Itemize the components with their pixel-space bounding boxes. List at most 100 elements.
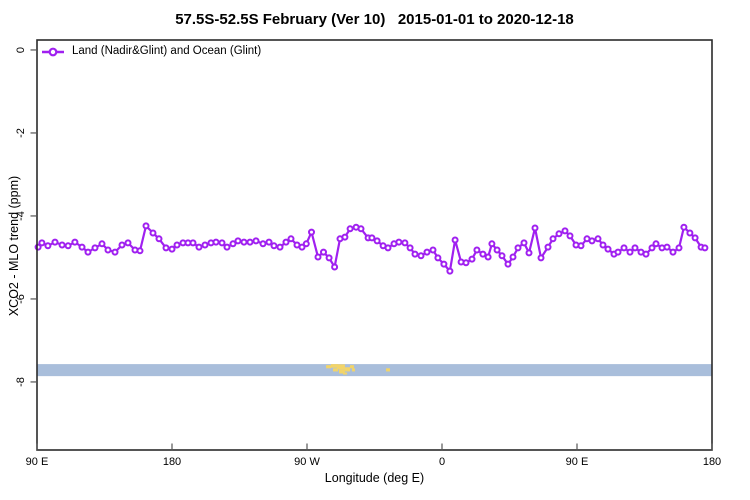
data-point: [234, 237, 242, 245]
data-point: [276, 243, 284, 251]
data-point: [631, 244, 639, 252]
data-point: [423, 248, 431, 256]
data-point: [675, 244, 683, 252]
x-tick-label: 90 E: [25, 456, 49, 468]
data-point: [434, 254, 442, 262]
data-point: [142, 222, 150, 230]
data-point: [252, 237, 260, 245]
data-point: [218, 239, 226, 247]
data-point: [111, 248, 119, 256]
data-point: [91, 244, 99, 252]
data-point: [64, 242, 72, 250]
data-point: [514, 244, 522, 252]
data-point: [680, 223, 688, 231]
data-point: [401, 239, 409, 247]
x-tick-label: 90 W: [294, 456, 320, 468]
data-point: [648, 244, 656, 252]
data-point: [223, 243, 231, 251]
data-point: [320, 248, 327, 256]
data-point: [104, 246, 112, 254]
x-tick-label: 90 E: [565, 456, 589, 468]
land-patch: [338, 369, 345, 374]
data-point: [411, 250, 419, 258]
data-point: [577, 242, 585, 250]
data-point: [417, 252, 425, 260]
data-point: [149, 229, 157, 237]
data-point: [118, 241, 126, 249]
legend-marker-icon: [48, 47, 58, 57]
data-point: [498, 252, 506, 260]
data-point: [537, 254, 545, 262]
data-point: [51, 238, 59, 246]
data-point: [468, 255, 476, 263]
data-point: [246, 238, 254, 246]
land-patch: [326, 365, 331, 369]
data-point: [308, 228, 315, 236]
data-point: [44, 242, 52, 250]
data-point: [652, 240, 660, 248]
data-point: [462, 259, 470, 267]
data-point: [270, 242, 278, 250]
data-point: [473, 246, 481, 254]
data-point: [479, 250, 487, 258]
data-point: [626, 248, 634, 256]
plot-border: [36, 39, 713, 451]
data-point: [71, 238, 79, 246]
data-point: [325, 254, 333, 262]
data-point: [663, 243, 671, 251]
x-tick-label: 180: [162, 456, 182, 468]
data-point: [555, 230, 563, 238]
data-point: [162, 244, 170, 252]
data-point: [549, 235, 557, 243]
data-point: [38, 239, 46, 247]
data-point: [520, 239, 528, 247]
data-point: [84, 248, 92, 256]
data-point: [240, 238, 248, 246]
data-point: [287, 235, 295, 243]
data-point: [384, 244, 392, 252]
data-point: [357, 225, 365, 233]
data-point: [98, 240, 106, 248]
data-point: [368, 234, 376, 242]
data-point: [346, 225, 354, 233]
x-tick-label: 180: [702, 456, 722, 468]
data-point: [446, 267, 454, 275]
x-tick-label: 0: [438, 456, 446, 468]
y-tick-label: -8: [15, 377, 27, 387]
ocean-strip: [37, 364, 712, 377]
data-point: [136, 247, 144, 255]
data-point: [265, 238, 273, 246]
data-point: [493, 246, 501, 254]
data-point: [594, 235, 602, 243]
land-patch: [344, 367, 351, 372]
data-point: [588, 237, 596, 245]
land-patch: [343, 372, 348, 375]
data-point: [58, 241, 66, 249]
y-tick-label: -2: [15, 128, 27, 138]
legend-label: Land (Nadir&Glint) and Ocean (Glint): [72, 45, 262, 57]
data-point: [620, 244, 628, 252]
data-point: [373, 237, 381, 245]
data-point: [395, 238, 403, 246]
land-patch: [386, 368, 390, 372]
data-point: [168, 245, 176, 253]
data-point: [406, 244, 414, 252]
data-point: [561, 227, 569, 235]
land-patch: [331, 364, 339, 368]
data-point: [195, 243, 203, 251]
data-point: [509, 253, 517, 261]
data-point: [212, 238, 220, 246]
land-patch: [332, 368, 339, 372]
chart-title: 57.5S-52.5S February (Ver 10) 2015-01-01…: [175, 11, 574, 28]
data-point: [504, 260, 512, 268]
land-patch: [337, 364, 345, 370]
data-point: [686, 229, 694, 237]
data-point: [331, 263, 339, 271]
land-patch: [350, 365, 354, 369]
data-point: [701, 244, 709, 252]
data-point: [440, 260, 448, 268]
data-point: [599, 241, 607, 249]
data-point: [314, 253, 322, 261]
